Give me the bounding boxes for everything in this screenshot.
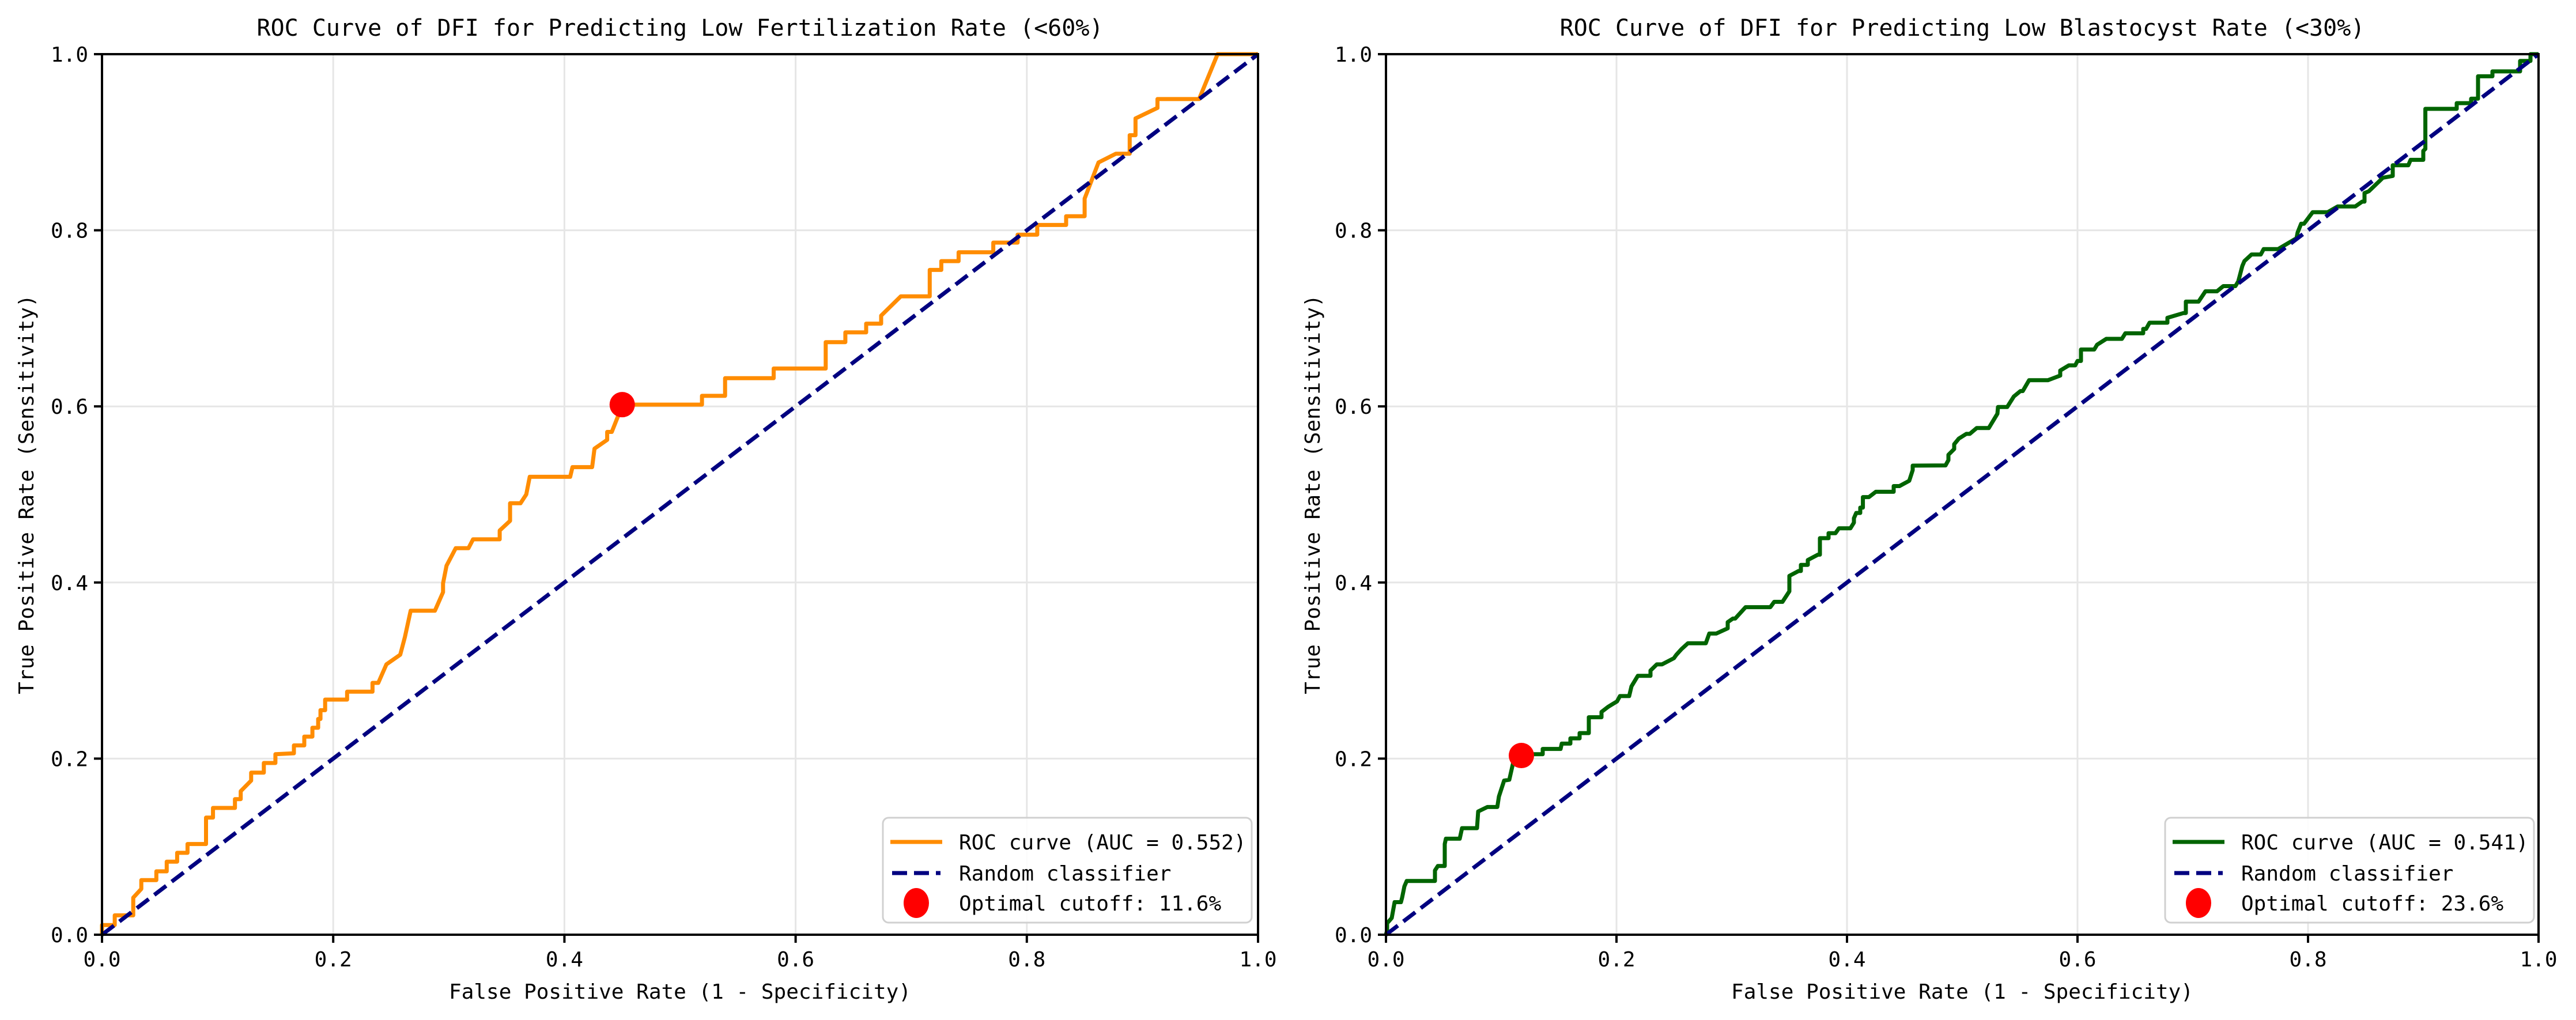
x-tick-label: 0.0: [83, 948, 120, 972]
random-classifier-line: [1384, 52, 2540, 936]
axes-frame: [101, 53, 1259, 936]
legend-label-roc: ROC curve (AUC = 0.541): [2241, 831, 2529, 855]
x-tick-labels: 0.0 0.2 0.4 0.6 0.8 1.0: [1367, 948, 2557, 972]
x-axis-label: False Positive Rate (1 - Specificity): [449, 980, 911, 1004]
x-tick-label: 1.0: [1239, 948, 1276, 972]
legend-label-random: Random classifier: [2241, 862, 2453, 886]
y-axis-label: True Positive Rate (Sensitivity): [1301, 294, 1325, 694]
chart-blastocyst: ROC Curve of DFI for Predicting Low Blas…: [1301, 15, 2558, 1004]
optimal-cutoff-point: [609, 392, 635, 418]
y-tick-label: 0.6: [51, 395, 88, 419]
y-tick-label: 0.2: [51, 747, 88, 771]
y-tick-label: 0.0: [51, 924, 88, 947]
legend-box: [2164, 817, 2535, 924]
legend-label-roc: ROC curve (AUC = 0.552): [959, 831, 1247, 855]
chart-title: ROC Curve of DFI for Predicting Low Blas…: [1560, 15, 2365, 41]
y-tick-label: 0.4: [51, 572, 88, 595]
chart-title: ROC Curve of DFI for Predicting Low Fert…: [256, 15, 1103, 41]
y-tick-label: 1.0: [1335, 43, 1372, 67]
y-tick-labels: 0.0 0.2 0.4 0.6 0.8 1.0: [51, 43, 88, 947]
legend-label-random: Random classifier: [959, 862, 1171, 886]
x-tick-label: 0.8: [1008, 948, 1045, 972]
x-tick-label: 0.0: [1367, 948, 1404, 972]
series-group: [1384, 52, 2540, 936]
optimal-cutoff-point: [1509, 743, 1534, 769]
y-axis-label: True Positive Rate (Sensitivity): [15, 294, 39, 694]
x-tick-label: 0.4: [1828, 948, 1865, 972]
x-tick-label: 0.4: [546, 948, 583, 972]
legend-label-optimal: Optimal cutoff: 23.6%: [2241, 892, 2503, 916]
axes: [94, 53, 1259, 943]
series-group: [100, 52, 1260, 936]
x-tick-label: 0.2: [1597, 948, 1635, 972]
x-tick-label: 0.6: [777, 948, 814, 972]
x-axis-label: False Positive Rate (1 - Specificity): [1731, 980, 2193, 1004]
legend-box: [882, 817, 1253, 924]
random-classifier-line: [100, 52, 1260, 936]
x-tick-label: 0.8: [2289, 948, 2326, 972]
axes: [1378, 53, 2540, 943]
axes-frame: [1385, 53, 2540, 936]
y-tick-label: 0.0: [1335, 924, 1372, 947]
x-tick-label: 0.6: [2058, 948, 2096, 972]
y-tick-label: 0.2: [1335, 747, 1372, 771]
y-tick-label: 0.6: [1335, 395, 1372, 419]
y-tick-labels: 0.0 0.2 0.4 0.6 0.8 1.0: [1335, 43, 1372, 947]
chart-fertilization: ROC Curve of DFI for Predicting Low Fert…: [15, 15, 1277, 1004]
legend: ROC curve (AUC = 0.541) Random classifie…: [2164, 817, 2535, 924]
x-tick-labels: 0.0 0.2 0.4 0.6 0.8 1.0: [83, 948, 1276, 972]
legend-marker-optimal: [2186, 888, 2211, 918]
legend: ROC curve (AUC = 0.552) Random classifie…: [882, 817, 1253, 924]
y-tick-label: 0.4: [1335, 572, 1372, 595]
x-tick-label: 1.0: [2520, 948, 2557, 972]
y-tick-label: 0.8: [51, 220, 88, 243]
y-tick-label: 1.0: [51, 43, 88, 67]
x-tick-label: 0.2: [315, 948, 352, 972]
y-tick-label: 0.8: [1335, 220, 1372, 243]
roc-curve-line: [1384, 52, 2539, 935]
legend-marker-optimal: [904, 888, 929, 918]
legend-label-optimal: Optimal cutoff: 11.6%: [959, 892, 1221, 916]
